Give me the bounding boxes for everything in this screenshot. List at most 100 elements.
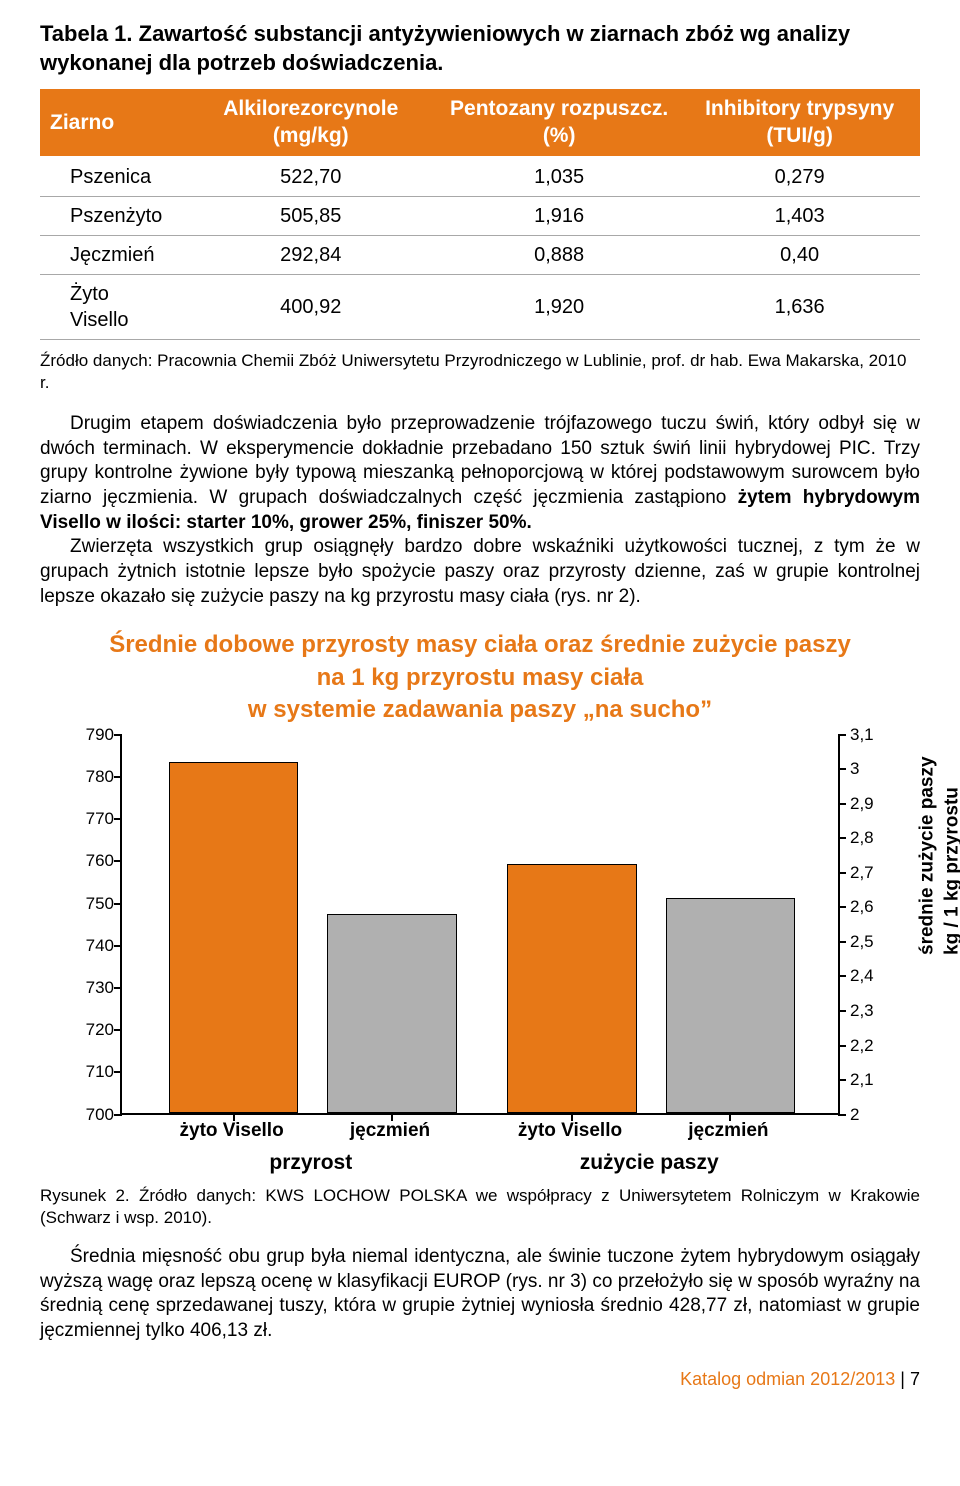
footer-catalog: Katalog odmian 2012/2013 xyxy=(680,1369,895,1389)
figure-caption: Rysunek 2. Źródło danych: KWS LOCHOW POL… xyxy=(40,1185,920,1229)
tick-mark xyxy=(838,837,846,839)
table-caption: Tabela 1. Zawartość substancji antyżywie… xyxy=(40,20,920,77)
y-right-tick: 2,1 xyxy=(850,1069,874,1091)
table-cell: 1,920 xyxy=(439,274,679,339)
table-header-row: Ziarno Alkilorezorcynole (mg/kg) Pentoza… xyxy=(40,89,920,157)
y-right-tick: 2,5 xyxy=(850,931,874,953)
tick-mark xyxy=(838,803,846,805)
table-row: Pszenżyto505,851,9161,403 xyxy=(40,196,920,235)
y-right-ticks: 22,12,22,32,42,52,62,72,82,933,1 xyxy=(844,735,914,1115)
table-cell: Żyto Visello xyxy=(40,274,182,339)
paragraph-2: Zwierzęta wszystkich grup osiągnęły bard… xyxy=(40,535,920,609)
y-right-tick: 2,3 xyxy=(850,1000,874,1022)
antinutrient-table: Ziarno Alkilorezorcynole (mg/kg) Pentoza… xyxy=(40,89,920,340)
tick-mark xyxy=(838,734,846,736)
tick-mark xyxy=(838,1010,846,1012)
tick-mark xyxy=(114,1114,122,1116)
y-right-tick: 2,2 xyxy=(850,1035,874,1057)
chart-title-line1: Średnie dobowe przyrosty masy ciała oraz… xyxy=(109,631,851,658)
tick-mark xyxy=(114,987,122,989)
footer-sep: | xyxy=(900,1369,910,1389)
table-cell: 505,85 xyxy=(182,196,439,235)
y-left-tick: 730 xyxy=(86,977,114,999)
y-left-tick: 750 xyxy=(86,892,114,914)
col-ziarno: Ziarno xyxy=(40,89,182,157)
table-cell: 0,40 xyxy=(679,235,920,274)
table-cell: Pszenżyto xyxy=(40,196,182,235)
y-right-label-line2: kg / 1 kg przyrostu xyxy=(941,787,960,955)
table-cell: 292,84 xyxy=(182,235,439,274)
table-cell: 1,035 xyxy=(439,157,679,197)
y-right-tick: 3 xyxy=(850,758,859,780)
y-right-tick: 2,4 xyxy=(850,965,874,987)
y-right-tick: 2,8 xyxy=(850,827,874,849)
y-left-tick: 790 xyxy=(86,724,114,746)
table-cell: 0,888 xyxy=(439,235,679,274)
table-row: Żyto Visello400,921,9201,636 xyxy=(40,274,920,339)
bar-chart: średni przyrost masy ciała g / dobę śred… xyxy=(40,735,920,1175)
chart-title-line3: w systemie zadawania paszy „na sucho” xyxy=(248,696,712,723)
y-right-tick: 2,6 xyxy=(850,896,874,918)
col-pentozany-text: Pentozany rozpuszcz. (%) xyxy=(450,97,668,147)
y-left-ticks: 700710720730740750760770780790 xyxy=(50,735,120,1115)
y-right-tick: 2,9 xyxy=(850,793,874,815)
table-cell: 1,636 xyxy=(679,274,920,339)
tick-mark xyxy=(114,1071,122,1073)
bar xyxy=(507,864,637,1113)
tick-mark xyxy=(114,1029,122,1031)
x-axis-label: żyto Visello xyxy=(180,1119,284,1144)
y-left-tick: 740 xyxy=(86,935,114,957)
group-label: zużycie paszy xyxy=(580,1149,719,1176)
table-cell: 1,916 xyxy=(439,196,679,235)
y-left-tick: 720 xyxy=(86,1019,114,1041)
col-inhibitory: Inhibitory trypsyny (TUI/g) xyxy=(679,89,920,157)
chart-title: Średnie dobowe przyrosty masy ciała oraz… xyxy=(40,629,920,726)
col-alkilo-text: Alkilorezorcynole (mg/kg) xyxy=(223,97,398,147)
group-labels: przyrost zużycie paszy xyxy=(120,1149,840,1173)
tick-mark xyxy=(838,1114,846,1116)
table-source-note: Źródło danych: Pracownia Chemii Zbóż Uni… xyxy=(40,350,920,394)
plot-area xyxy=(120,735,840,1115)
table-cell: 0,279 xyxy=(679,157,920,197)
col-pentozany: Pentozany rozpuszcz. (%) xyxy=(439,89,679,157)
table-cell: 522,70 xyxy=(182,157,439,197)
col-alkilo: Alkilorezorcynole (mg/kg) xyxy=(182,89,439,157)
y-left-tick: 760 xyxy=(86,850,114,872)
tick-mark xyxy=(838,768,846,770)
tick-mark xyxy=(838,1079,846,1081)
x-axis-labels: żyto Visello jęczmień żyto Visello jęczmień xyxy=(120,1119,840,1141)
tick-mark xyxy=(114,945,122,947)
table-row: Pszenica522,701,0350,279 xyxy=(40,157,920,197)
table-row: Jęczmień292,840,8880,40 xyxy=(40,235,920,274)
tick-mark xyxy=(114,818,122,820)
x-axis-label: jęczmień xyxy=(350,1119,430,1144)
y-left-tick: 710 xyxy=(86,1061,114,1083)
table-cell: 400,92 xyxy=(182,274,439,339)
x-axis-label: żyto Visello xyxy=(518,1119,622,1144)
x-axis-label: jęczmień xyxy=(688,1119,768,1144)
tick-mark xyxy=(114,734,122,736)
tick-mark xyxy=(838,941,846,943)
tick-mark xyxy=(114,903,122,905)
group-label: przyrost xyxy=(269,1149,352,1176)
tick-mark xyxy=(838,1045,846,1047)
col-inhibitory-text: Inhibitory trypsyny (TUI/g) xyxy=(705,97,894,147)
y-left-tick: 770 xyxy=(86,808,114,830)
table-cell: Pszenica xyxy=(40,157,182,197)
page-footer: Katalog odmian 2012/2013 | 7 xyxy=(40,1368,920,1391)
y-right-tick: 2 xyxy=(850,1104,859,1126)
tick-mark xyxy=(114,860,122,862)
tick-mark xyxy=(114,776,122,778)
chart-title-line2: na 1 kg przyrostu masy ciała xyxy=(317,664,644,691)
y-right-tick: 2,7 xyxy=(850,862,874,884)
bar xyxy=(666,898,796,1112)
bar xyxy=(169,762,299,1112)
table-cell: 1,403 xyxy=(679,196,920,235)
footer-page-number: 7 xyxy=(910,1369,920,1389)
tick-mark xyxy=(838,975,846,977)
bar xyxy=(327,914,457,1112)
tick-mark xyxy=(838,906,846,908)
y-right-tick: 3,1 xyxy=(850,724,874,746)
tick-mark xyxy=(838,872,846,874)
y-right-label-line1: średnie zużycie paszy xyxy=(916,756,937,955)
